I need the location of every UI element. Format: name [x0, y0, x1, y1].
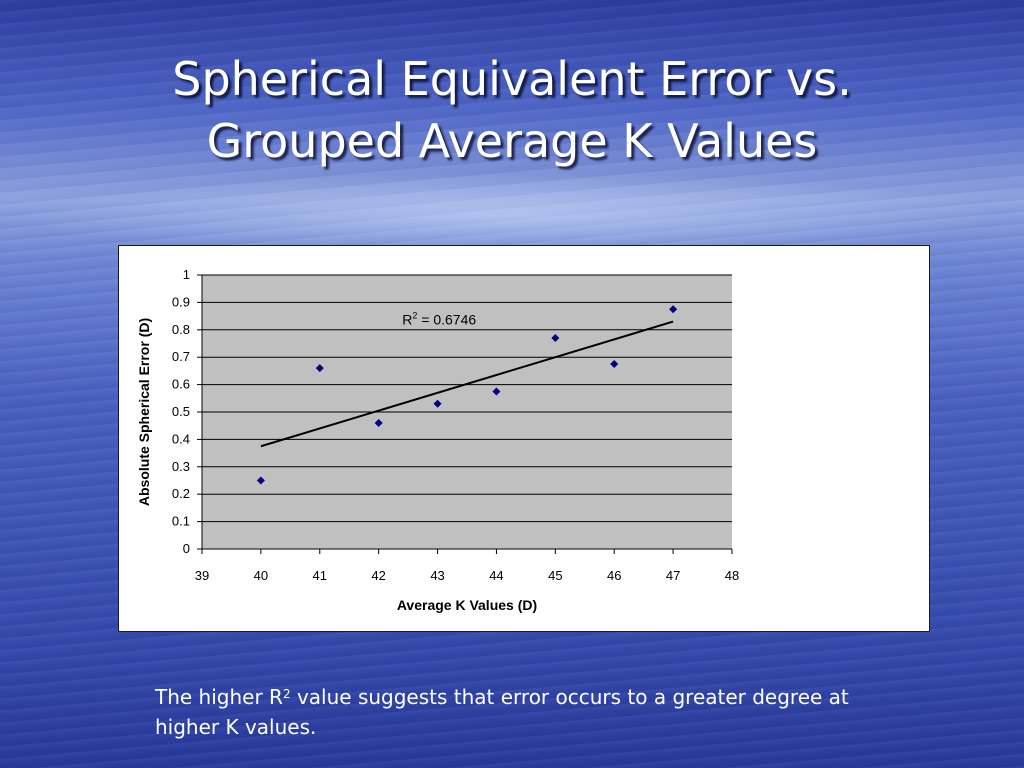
data-point — [551, 334, 560, 343]
data-point — [433, 399, 442, 408]
y-tick-label: 0.9 — [172, 294, 190, 309]
y-tick-label: 0.5 — [172, 404, 190, 419]
x-tick-label: 42 — [371, 568, 385, 583]
data-point — [315, 364, 324, 373]
y-axis-title: Absolute Spherical Error (D) — [136, 318, 152, 506]
footnote-text-after: value suggests that error occurs to a gr… — [155, 685, 849, 739]
trendline — [260, 320, 674, 448]
x-tick-label: 43 — [430, 568, 444, 583]
x-tick-label: 40 — [254, 568, 268, 583]
x-tick-label: 39 — [195, 568, 209, 583]
slide-title: Spherical Equivalent Error vs. Grouped A… — [0, 48, 1024, 172]
data-point — [669, 305, 678, 314]
x-tick-label: 45 — [548, 568, 562, 583]
r-squared-annotation: R2 = 0.6746 — [402, 310, 476, 327]
title-line-1: Spherical Equivalent Error vs. — [172, 52, 852, 106]
x-tick-label: 48 — [725, 568, 739, 583]
y-tick-label: 0 — [183, 541, 190, 556]
x-axis-title: Average K Values (D) — [397, 597, 537, 613]
data-point — [374, 418, 383, 427]
data-point — [610, 360, 619, 369]
x-tick-label: 46 — [607, 568, 621, 583]
x-tick-label: 44 — [489, 568, 503, 583]
footnote: The higher R2 value suggests that error … — [155, 682, 895, 742]
footnote-text-before: The higher R — [155, 685, 283, 709]
scatter-chart: 0 0.1 0.2 0.3 0.4 0.5 0.6 0.7 0.8 0.9 1 39 40 41 42 43 4… — [136, 267, 739, 613]
data-point — [256, 476, 265, 485]
x-tick-label: 47 — [666, 568, 680, 583]
y-tick-label: 0.1 — [172, 514, 190, 529]
y-tick-label: 0.3 — [172, 459, 190, 474]
y-tick-label: 1 — [183, 267, 190, 282]
y-tick-label: 0.7 — [172, 349, 190, 364]
chart-panel: 0 0.1 0.2 0.3 0.4 0.5 0.6 0.7 0.8 0.9 1 39 40 41 42 43 4… — [118, 245, 930, 632]
title-line-2: Grouped Average K Values — [206, 114, 818, 168]
footnote-superscript: 2 — [282, 687, 291, 701]
y-tick-label: 0.2 — [172, 486, 190, 501]
data-point — [492, 387, 501, 396]
x-tick-label: 41 — [313, 568, 327, 583]
y-tick-label: 0.6 — [172, 377, 190, 392]
y-tick-label: 0.8 — [172, 322, 190, 337]
y-tick-label: 0.4 — [172, 431, 190, 446]
